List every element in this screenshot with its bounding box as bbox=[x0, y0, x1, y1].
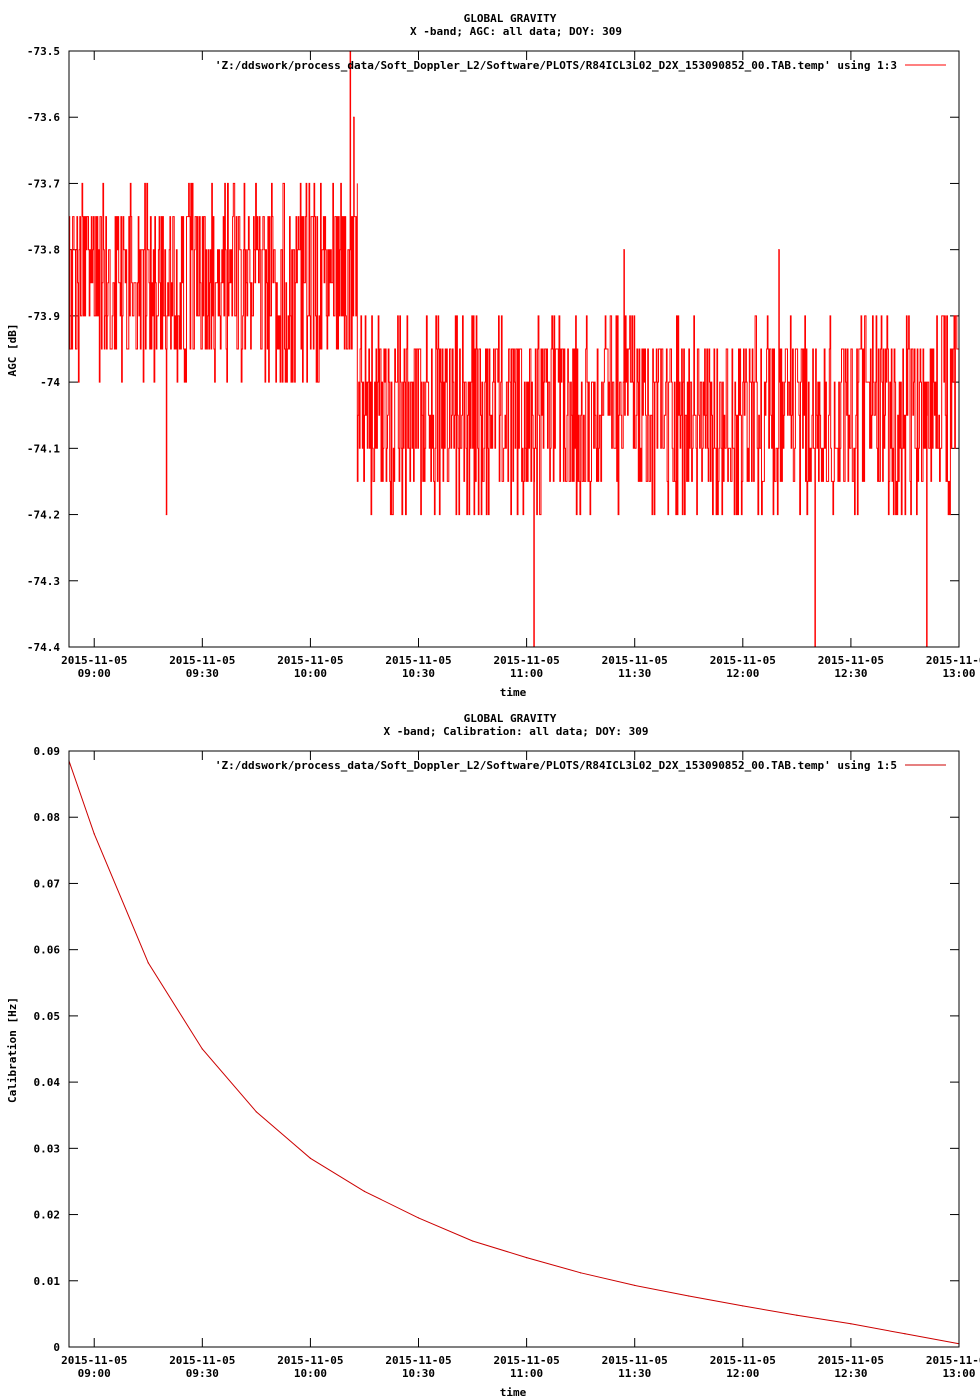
calibration-x-tick-date-label: 2015-11-05 bbox=[277, 1354, 343, 1367]
calibration-data-point bbox=[417, 1217, 420, 1219]
calibration-chart-subtitle: X -band; Calibration: all data; DOY: 309 bbox=[384, 725, 649, 738]
calibration-x-tick-date-label: 2015-11-05 bbox=[169, 1354, 235, 1367]
calibration-y-tick-label: 0.06 bbox=[34, 944, 61, 957]
calibration-x-tick-time-label: 10:00 bbox=[294, 1367, 327, 1380]
agc-x-tick-date-label: 2015-11-05 bbox=[602, 654, 668, 667]
agc-x-tick-date-label: 2015-11-05 bbox=[710, 654, 776, 667]
calibration-y-tick-label: 0 bbox=[53, 1341, 60, 1354]
calibration-data-point bbox=[201, 1048, 203, 1050]
agc-plot-frame bbox=[68, 50, 960, 648]
agc-y-tick-label: -74.4 bbox=[27, 641, 60, 654]
calibration-chart: GLOBAL GRAVITY X -band; Calibration: all… bbox=[6, 712, 980, 1399]
agc-x-tick-date-label: 2015-11-05 bbox=[493, 654, 559, 667]
calibration-data-point bbox=[688, 1295, 690, 1297]
agc-y-tick-label: -73.8 bbox=[27, 244, 60, 257]
calibration-axes: 0.090.080.070.060.050.040.030.020.010201… bbox=[34, 745, 980, 1380]
agc-legend-label: 'Z:/ddswork/process_data/Soft_Doppler_L2… bbox=[215, 59, 897, 72]
calibration-data-point bbox=[850, 1323, 852, 1325]
calibration-x-tick-date-label: 2015-11-05 bbox=[710, 1354, 776, 1367]
agc-y-tick-label: -74.3 bbox=[27, 575, 60, 588]
calibration-y-axis-label: Calibration [Hz] bbox=[6, 997, 19, 1103]
calibration-y-tick-label: 0.09 bbox=[34, 745, 61, 758]
calibration-x-tick-time-label: 09:00 bbox=[78, 1367, 111, 1380]
agc-chart: GLOBAL GRAVITY X -band; AGC: all data; D… bbox=[6, 12, 980, 699]
agc-x-tick-date-label: 2015-11-05 bbox=[61, 654, 127, 667]
calibration-data-point bbox=[363, 1190, 366, 1192]
agc-y-tick-label: -74 bbox=[40, 376, 60, 389]
calibration-data-point bbox=[309, 1157, 312, 1159]
agc-x-tick-time-label: 12:00 bbox=[726, 667, 759, 680]
agc-y-tick-label: -74.1 bbox=[27, 442, 60, 455]
agc-axes: -73.5 -73.6 -73.7 -73.8 -73.9 -74 -74.1 -74.2 -7… bbox=[27, 45, 980, 680]
calibration-y-tick-label: 0.01 bbox=[34, 1275, 61, 1288]
calibration-data-point bbox=[796, 1314, 798, 1316]
agc-y-tick-label: -73.7 bbox=[27, 177, 60, 190]
agc-x-tick-time-label: 09:00 bbox=[78, 667, 111, 680]
calibration-y-tick-label: 0.02 bbox=[34, 1209, 61, 1222]
calibration-x-tick-time-label: 12:00 bbox=[726, 1367, 759, 1380]
agc-chart-subtitle: X -band; AGC: all data; DOY: 309 bbox=[410, 25, 622, 38]
calibration-plot-frame bbox=[68, 750, 960, 1348]
agc-data-point bbox=[778, 249, 780, 251]
calibration-x-tick-time-label: 12:30 bbox=[834, 1367, 867, 1380]
calibration-data-point bbox=[147, 962, 149, 964]
calibration-y-tick-label: 0.07 bbox=[34, 877, 61, 890]
calibration-y-tick-label: 0.04 bbox=[34, 1076, 61, 1089]
agc-chart-title: GLOBAL GRAVITY bbox=[464, 12, 557, 25]
calibration-series bbox=[68, 760, 960, 1345]
agc-data-point bbox=[623, 249, 625, 251]
agc-x-tick-date-label: 2015-11-05 bbox=[169, 654, 235, 667]
calibration-y-tick-label: 0.03 bbox=[34, 1142, 61, 1155]
agc-data-point bbox=[353, 116, 355, 118]
calibration-x-tick-date-label: 2015-11-05 bbox=[818, 1354, 884, 1367]
calibration-data-point bbox=[742, 1305, 744, 1307]
agc-x-tick-time-label: 13:00 bbox=[942, 667, 975, 680]
calibration-data-point bbox=[904, 1333, 906, 1335]
agc-x-tick-time-label: 11:00 bbox=[510, 667, 543, 680]
agc-x-tick-time-label: 09:30 bbox=[186, 667, 219, 680]
calibration-data-point bbox=[471, 1240, 474, 1242]
calibration-x-tick-time-label: 09:30 bbox=[186, 1367, 219, 1380]
calibration-x-tick-time-label: 13:00 bbox=[942, 1367, 975, 1380]
agc-x-tick-time-label: 12:30 bbox=[834, 667, 867, 680]
calibration-data-point bbox=[580, 1272, 582, 1274]
calibration-y-tick-label: 0.05 bbox=[34, 1010, 61, 1023]
agc-x-tick-date-label: 2015-11-05 bbox=[277, 654, 343, 667]
agc-series-line bbox=[69, 50, 960, 648]
calibration-legend-label: 'Z:/ddswork/process_data/Soft_Doppler_L2… bbox=[215, 759, 897, 772]
calibration-y-tick-label: 0.08 bbox=[34, 811, 61, 824]
calibration-data-point bbox=[634, 1284, 636, 1287]
calibration-series-line bbox=[68, 760, 960, 1345]
calibration-x-tick-time-label: 10:30 bbox=[402, 1367, 435, 1380]
calibration-x-tick-time-label: 11:30 bbox=[618, 1367, 651, 1380]
calibration-x-tick-date-label: 2015-11-05 bbox=[493, 1354, 559, 1367]
calibration-data-point bbox=[93, 833, 95, 835]
calibration-data-point bbox=[255, 1111, 257, 1113]
calibration-data-point bbox=[526, 1257, 528, 1259]
calibration-x-tick-date-label: 2015-11-05 bbox=[926, 1354, 980, 1367]
agc-y-tick-label: -73.9 bbox=[27, 310, 60, 323]
calibration-x-tick-date-label: 2015-11-05 bbox=[61, 1354, 127, 1367]
agc-x-tick-time-label: 10:30 bbox=[402, 667, 435, 680]
agc-y-tick-label: -74.2 bbox=[27, 509, 60, 522]
agc-y-tick-label: -73.5 bbox=[27, 45, 60, 58]
agc-data-point bbox=[165, 514, 167, 516]
agc-x-tick-date-label: 2015-11-05 bbox=[926, 654, 980, 667]
agc-x-axis-label: time bbox=[500, 686, 527, 699]
calibration-x-tick-time-label: 11:00 bbox=[510, 1367, 543, 1380]
calibration-chart-title: GLOBAL GRAVITY bbox=[464, 712, 557, 725]
agc-x-tick-time-label: 10:00 bbox=[294, 667, 327, 680]
agc-x-tick-time-label: 11:30 bbox=[618, 667, 651, 680]
agc-x-tick-date-label: 2015-11-05 bbox=[385, 654, 451, 667]
calibration-x-tick-date-label: 2015-11-05 bbox=[602, 1354, 668, 1367]
agc-y-tick-label: -73.6 bbox=[27, 111, 60, 124]
calibration-x-axis-label: time bbox=[500, 1386, 527, 1399]
agc-y-axis-label: AGC [dB] bbox=[6, 324, 19, 377]
calibration-x-tick-date-label: 2015-11-05 bbox=[385, 1354, 451, 1367]
agc-x-tick-date-label: 2015-11-05 bbox=[818, 654, 884, 667]
